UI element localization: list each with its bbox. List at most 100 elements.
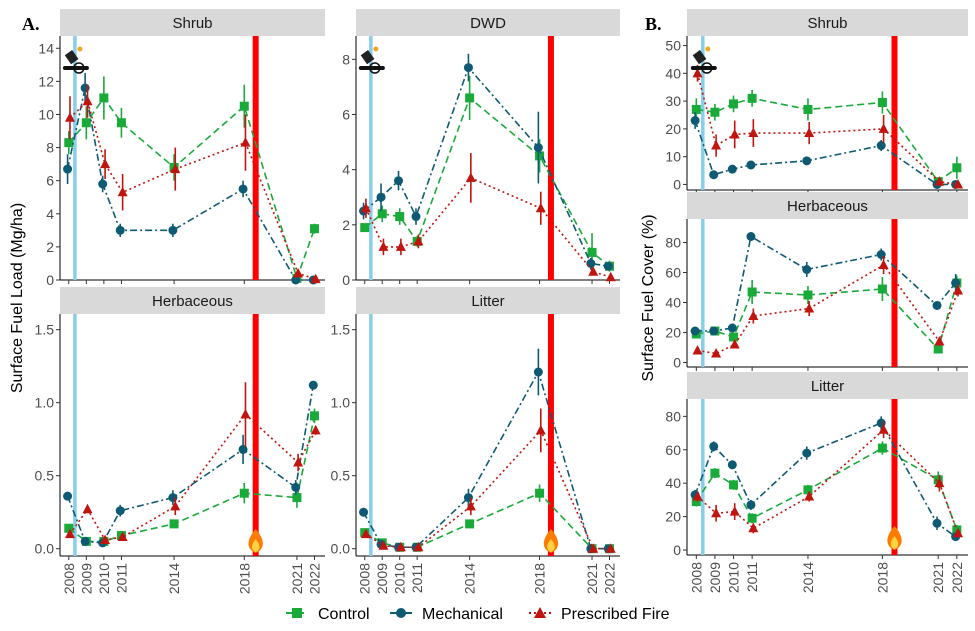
x-tick-label-a-herbaceous: 2008 [61,563,77,594]
data-point-control [877,443,887,453]
x-tick-label-a-herbaceous: 2021 [289,563,305,594]
series-mechanical-b-herbaceous [690,232,961,336]
panel-a-herbaceous: Herbaceous 0.0 0.5 1.0 1.5 2008 2009 2010 2011 20… [35,287,325,594]
y-tick-label-a-litter: 0.0 [331,541,351,557]
data-point-prescribed-fire [878,123,889,133]
data-point-mechanical [727,323,737,333]
x-tick-label-a-litter: 2014 [462,563,478,594]
data-point-control [747,513,757,523]
chainsaw-bar [690,66,717,70]
y-tick-label-b-shrub: 10 [665,149,681,165]
data-point-mechanical [98,179,108,189]
data-point-mechanical [463,63,473,73]
data-point-prescribed-fire [100,158,111,169]
data-point-control [691,104,701,114]
series-mechanical-b-shrub [690,112,961,189]
x-tick-label-b-litter: 2009 [707,562,723,593]
data-point-prescribed-fire [535,424,546,435]
data-point-mechanical [802,156,812,166]
data-point-prescribed-fire [804,127,815,138]
data-point-mechanical [709,326,719,336]
strip-a-dwd [356,9,620,36]
y-tick-label-b-herbaceous: 60 [665,265,681,281]
data-point-mechanical [603,261,613,271]
data-point-prescribed-fire [82,503,93,514]
data-point-mechanical [746,160,756,170]
data-point-control [81,118,91,128]
panel-a-litter: Litter 0.0 0.5 1.0 1.5 2008 2009 2010 2011 2014 20… [331,287,620,594]
data-point-prescribed-fire [953,178,964,189]
data-point-mechanical [376,192,386,202]
x-tick-label-a-herbaceous: 2018 [236,563,252,594]
data-point-prescribed-fire [535,202,546,213]
data-point-control [877,98,887,107]
data-point-prescribed-fire [465,500,476,511]
y-tick-label-a-shrub: 12 [38,73,54,89]
data-point-control [952,163,962,173]
data-point-prescribed-fire [711,348,722,358]
drip-torch-icon [64,46,83,65]
chainsaw-handle [73,62,85,74]
series-line-prescribed-fire [365,176,611,279]
data-point-control [729,99,739,109]
series-line-mechanical [695,235,957,332]
data-point-control [729,480,739,490]
strip-b-herbaceous [687,192,968,219]
data-point-mechanical [394,176,404,186]
flame-inner [251,539,260,552]
series-line-mechanical [363,66,609,267]
y-tick-label-a-litter: 0.5 [331,468,351,484]
strip-a-litter [356,287,620,314]
data-point-mechanical [727,460,737,470]
drip-torch-body [692,50,707,65]
strip-label-a-dwd: DWD [470,15,506,32]
data-point-control [465,519,475,529]
data-point-control [64,138,74,148]
series-line-control [364,492,610,550]
y-axis-title-right: Surface Fuel Cover (%) [640,214,657,381]
data-point-control [169,519,179,529]
series-mechanical-a-shrub [63,73,318,285]
data-point-control [933,475,943,485]
y-tick-label-b-shrub: 0 [673,176,681,192]
y-tick-label-a-shrub: 14 [38,40,54,56]
strip-b-shrub [687,9,968,36]
data-point-prescribed-fire [170,500,181,511]
data-point-prescribed-fire [605,543,616,553]
strip-a-herbaceous [60,287,325,314]
data-point-prescribed-fire [293,457,304,467]
y-tick-label-b-litter: 40 [665,475,681,491]
x-tick-label-a-herbaceous: 2009 [78,563,94,594]
data-point-prescribed-fire [953,527,964,538]
data-point-mechanical [802,448,812,458]
panel-b-shrub: Shrub 0 10 20 30 40 50 [665,9,968,194]
series-line-control [68,96,316,281]
data-point-mechanical [359,507,369,517]
data-point-control [803,290,813,300]
panel-letter-a: A. [22,14,40,34]
strip-a-shrub [60,9,325,36]
data-point-prescribed-fire [748,522,759,533]
data-point-control [803,104,813,114]
data-point-prescribed-fire [711,507,722,518]
data-point-control [360,223,370,233]
data-point-mechanical [308,380,318,390]
chainsaw-bar [62,66,89,70]
y-tick-label-b-shrub: 20 [665,121,681,137]
data-point-prescribed-fire [64,112,75,122]
data-point-control [239,101,249,111]
data-point-prescribed-fire [748,310,759,320]
data-point-prescribed-fire [293,267,304,278]
data-point-mechanical [876,141,886,151]
data-point-prescribed-fire [413,235,424,246]
drip-torch-icon [360,46,379,65]
x-tick-label-b-litter: 2018 [874,562,890,593]
data-point-prescribed-fire [729,339,740,349]
legend-label-mechanical: Mechanical [422,606,503,623]
data-point-prescribed-fire [378,241,389,251]
panel-a-dwd: DWD 0 2 4 6 8 [342,9,620,288]
data-point-prescribed-fire [692,491,703,501]
series-line-mechanical [66,385,315,544]
data-point-prescribed-fire [605,271,616,282]
data-point-mechanical [291,275,301,285]
